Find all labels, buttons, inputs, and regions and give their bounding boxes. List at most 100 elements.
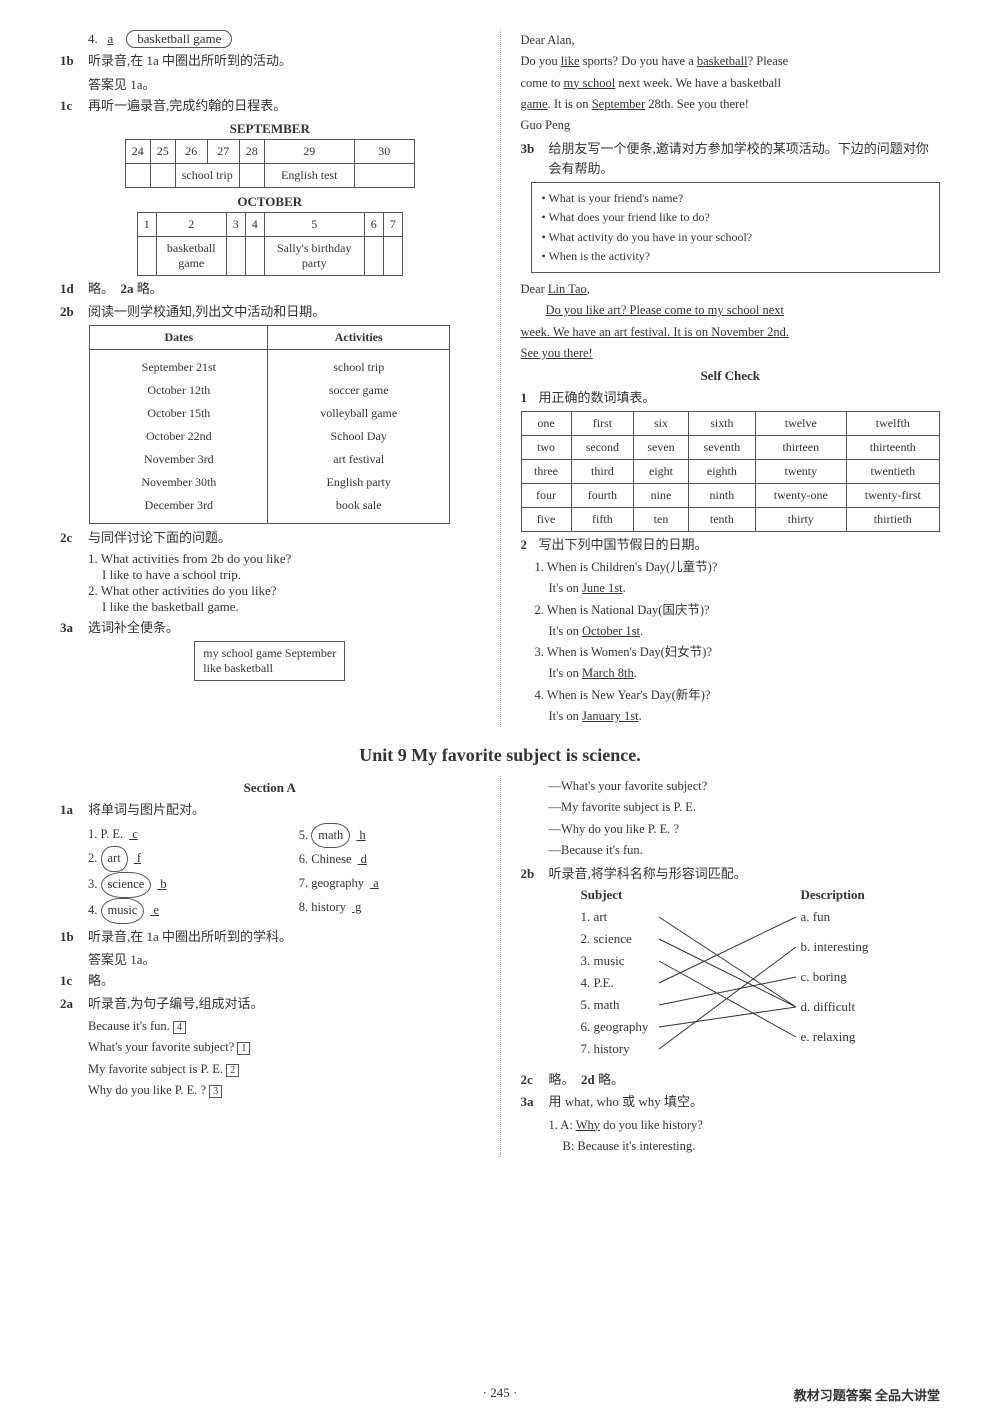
q1: 1. What activities from 2b do you like?	[60, 551, 480, 567]
holiday-q: 4. When is New Year's Day(新年)?	[535, 685, 941, 706]
c: twenty	[755, 459, 846, 483]
c: September 21st	[90, 350, 268, 380]
match-grid: 1. P. E. c 2. art f 3. science b 4. musi…	[60, 823, 480, 924]
c: ninth	[688, 483, 755, 507]
e: school trip	[175, 164, 239, 188]
ans: a	[108, 31, 114, 46]
page-number: · 245 ·	[353, 1385, 646, 1404]
holiday-q: 1. When is Children's Day(儿童节)?	[535, 557, 941, 578]
greet: Dear Alan,	[521, 30, 941, 51]
number-table: onefirstsixsixthtwelvetwelfth twoseconds…	[521, 411, 941, 532]
e	[226, 237, 245, 276]
letter2: Dear Lin Tao, Do you like art? Please co…	[521, 279, 941, 364]
a2: I like the basketball game.	[60, 599, 480, 615]
lbl: 1	[521, 388, 539, 408]
d: 1	[137, 213, 156, 237]
c: seven	[634, 435, 689, 459]
c: second	[571, 435, 634, 459]
d: 5	[264, 213, 364, 237]
c: tenth	[688, 507, 755, 531]
row-sc2: 2 写出下列中国节假日的日期。	[521, 535, 941, 555]
c: art festival	[268, 448, 450, 471]
row-u2b: 2b 听录音,将学科名称与形容词匹配。	[521, 864, 941, 884]
row-sc1: 1 用正确的数词填表。	[521, 388, 941, 408]
match-item: 4. music e	[88, 898, 269, 924]
u3a-q1: 1. A: Why do you like history?	[521, 1115, 941, 1136]
c: thirty	[755, 507, 846, 531]
line-4: 4. a basketball game	[60, 30, 480, 48]
row-u1a: 1a 将单词与图片配对。	[60, 800, 480, 820]
oct-title: OCTOBER	[60, 194, 480, 210]
d: 4	[245, 213, 264, 237]
c: twenty-one	[755, 483, 846, 507]
lbl: 2c	[521, 1070, 549, 1090]
e	[125, 164, 150, 188]
match-item: 6. Chinese d	[299, 848, 480, 872]
e	[150, 164, 175, 188]
lbl: 3a	[521, 1092, 549, 1112]
txt: 与同伴讨论下面的问题。	[88, 528, 480, 548]
lbl2: 2d	[581, 1070, 595, 1090]
c: eighth	[688, 459, 755, 483]
col-divider-2	[500, 776, 501, 1157]
c: October 12th	[90, 379, 268, 402]
holidays: 1. When is Children's Day(儿童节)?It's on J…	[521, 557, 941, 727]
dates-table: DatesActivities September 21stschool tri…	[89, 325, 450, 524]
b1: my school game September	[203, 646, 336, 661]
u9-left: Section A 1a 将单词与图片配对。 1. P. E. c 2. art…	[60, 776, 480, 1157]
c: thirteenth	[846, 435, 939, 459]
lbl: 1b	[60, 51, 88, 71]
dialog-line: —My favorite subject is P. E.	[549, 797, 941, 818]
dialog2: —What's your favorite subject?—My favori…	[521, 776, 941, 861]
txt: 选词补全便条。	[88, 618, 480, 638]
h: Activities	[268, 326, 450, 350]
oct-table: 1 2 3 4 5 6 7 basketball game Sally's bi…	[137, 212, 403, 276]
c: twelfth	[846, 411, 939, 435]
dialog-line: My favorite subject is P. E. 2	[88, 1059, 480, 1080]
row-u2a: 2a 听录音,为句子编号,组成对话。	[60, 994, 480, 1014]
l3: game. It is on September 28th. See you t…	[521, 94, 941, 115]
match-right: 5. math h 6. Chinese d 7. geography a 8.…	[299, 823, 480, 924]
dialog-line: Why do you like P. E. ? 3	[88, 1080, 480, 1101]
c: November 3rd	[90, 448, 268, 471]
c: twelve	[755, 411, 846, 435]
subject-item: 6. geography	[581, 1019, 649, 1035]
lbl: 1b	[60, 927, 88, 947]
description-item: b. interesting	[801, 939, 869, 955]
row-3b: 3b 给朋友写一个便条,邀请对方参加学校的某项活动。下边的问题对你会有帮助。	[521, 139, 941, 178]
c: two	[521, 435, 571, 459]
dialog-line: What's your favorite subject? 1	[88, 1037, 480, 1058]
lbl: 2a	[60, 994, 88, 1014]
txt2: 略。	[137, 279, 163, 299]
b2: like basketball	[203, 661, 336, 676]
e	[245, 237, 264, 276]
lbl: 2b	[521, 864, 549, 884]
description-item: a. fun	[801, 909, 831, 925]
l3: See you there!	[521, 343, 593, 364]
l2: week. We have an art festival. It is on …	[521, 322, 941, 343]
left-col: 4. a basketball game 1b 听录音,在 1a 中圈出所听到的…	[60, 30, 480, 727]
page-footer: · 245 · 教材习题答案 全品大讲堂	[0, 1385, 1000, 1404]
holiday-q: 3. When is Women's Day(妇女节)?	[535, 642, 941, 663]
c: October 22nd	[90, 425, 268, 448]
c: fourth	[571, 483, 634, 507]
dialog-line: —Because it's fun.	[549, 840, 941, 861]
question-box: • What is your friend's name? • What doe…	[531, 182, 941, 273]
holiday-a: It's on June 1st.	[535, 578, 941, 599]
subject-item: 5. math	[581, 997, 620, 1013]
c: fifth	[571, 507, 634, 531]
match-item: 8. history g	[299, 896, 480, 920]
self-check-title: Self Check	[521, 368, 941, 384]
e	[383, 237, 402, 276]
l1: Do you like art? Please come to my schoo…	[521, 300, 941, 321]
txt: 略。	[88, 279, 114, 299]
dialog-line: Because it's fun. 4	[88, 1016, 480, 1037]
subject-item: 7. history	[581, 1041, 630, 1057]
subj-hdr: Subject	[581, 887, 623, 903]
match-lines-svg	[581, 887, 931, 1067]
d: 7	[383, 213, 402, 237]
match-item: 7. geography a	[299, 872, 480, 896]
col-divider	[500, 30, 501, 727]
txt: 听录音,将学科名称与形容词匹配。	[549, 864, 941, 884]
c: five	[521, 507, 571, 531]
